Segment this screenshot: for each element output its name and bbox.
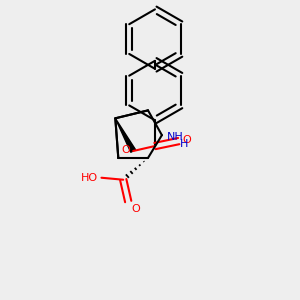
Text: NH: NH bbox=[167, 132, 184, 142]
Text: HO: HO bbox=[81, 173, 98, 183]
Text: O: O bbox=[183, 135, 191, 145]
Text: H: H bbox=[180, 139, 188, 149]
Polygon shape bbox=[115, 118, 136, 152]
Text: O: O bbox=[131, 205, 140, 214]
Text: O: O bbox=[122, 145, 130, 155]
